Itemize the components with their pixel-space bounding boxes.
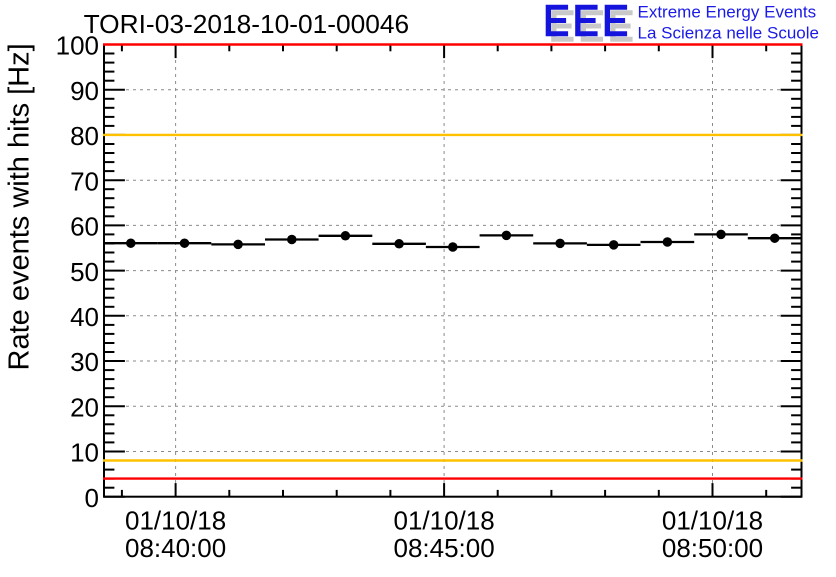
svg-text:Extreme Energy Events: Extreme Energy Events — [638, 3, 817, 22]
svg-text:40: 40 — [70, 302, 99, 332]
svg-text:20: 20 — [70, 393, 99, 423]
svg-text:80: 80 — [70, 121, 99, 151]
svg-text:01/10/18: 01/10/18 — [125, 506, 226, 536]
svg-text:10: 10 — [70, 438, 99, 468]
svg-text:Rate events with hits [Hz]: Rate events with hits [Hz] — [3, 43, 35, 370]
svg-text:0: 0 — [85, 483, 99, 513]
svg-text:01/10/18: 01/10/18 — [393, 506, 494, 536]
svg-text:50: 50 — [70, 257, 99, 287]
svg-text:01/10/18: 01/10/18 — [662, 506, 763, 536]
svg-text:08:50:00: 08:50:00 — [662, 533, 763, 563]
svg-text:100: 100 — [56, 31, 99, 61]
svg-text:70: 70 — [70, 166, 99, 196]
svg-text:08:40:00: 08:40:00 — [125, 533, 226, 563]
svg-text:TORI-03-2018-10-01-00046: TORI-03-2018-10-01-00046 — [84, 9, 410, 39]
svg-text:90: 90 — [70, 76, 99, 106]
svg-text:60: 60 — [70, 212, 99, 242]
svg-text:08:45:00: 08:45:00 — [393, 533, 494, 563]
svg-text:30: 30 — [70, 347, 99, 377]
svg-text:La Scienza nelle Scuole: La Scienza nelle Scuole — [638, 24, 819, 43]
